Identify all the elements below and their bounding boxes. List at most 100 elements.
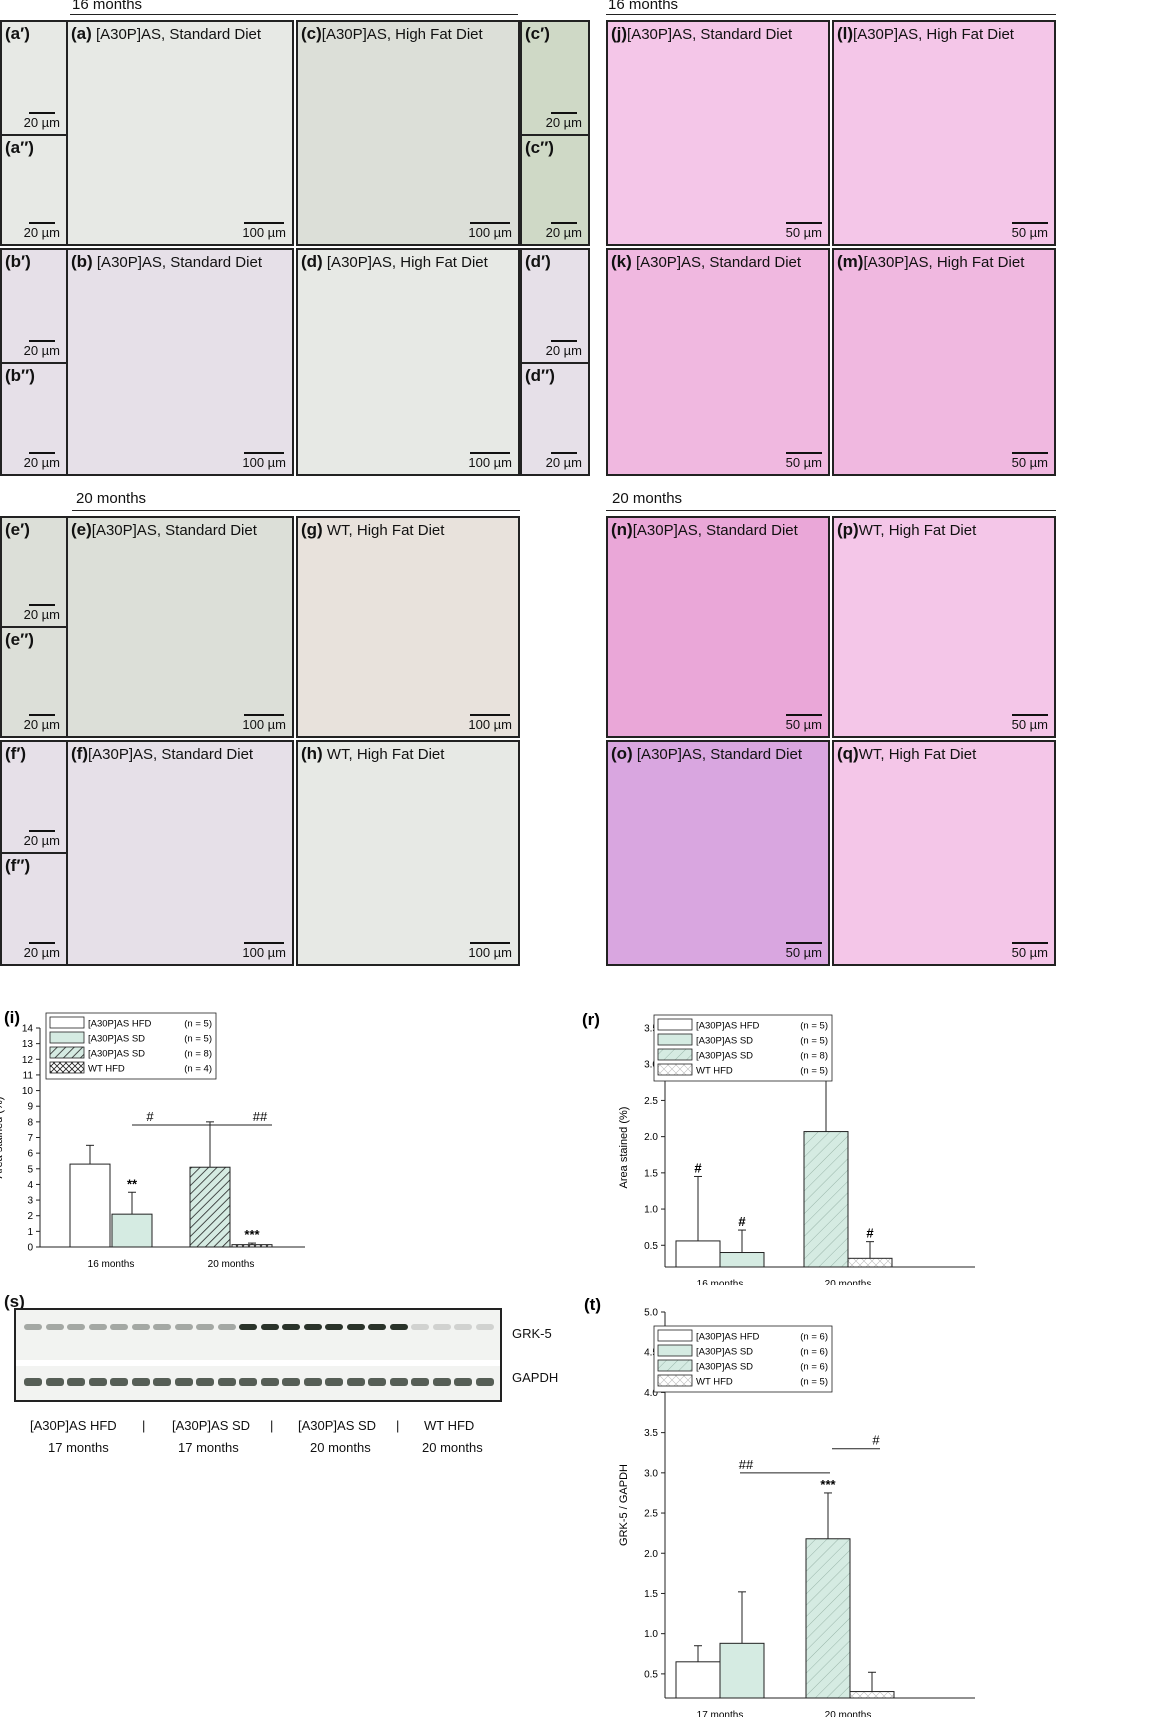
micrograph-k: (k) [A30P]AS, Standard Diet 50 µm (606, 248, 830, 476)
blot-band-gapdh (24, 1378, 42, 1386)
significance-mark: # (738, 1214, 746, 1229)
legend-n: (n = 6) (800, 1362, 828, 1373)
y-tick-label: 14 (22, 1024, 34, 1035)
x-category-label: 16 months (88, 1259, 135, 1270)
micrograph-c-double-prime: (c′′) 20 µm (520, 134, 590, 246)
y-tick-label: 1.0 (644, 1629, 658, 1640)
blot-band-grk5 (45, 1324, 64, 1330)
legend-label: WT HFD (696, 1377, 733, 1388)
blot-age-3: 20 months (310, 1440, 371, 1455)
micrograph-f-prime: (f′) 20 µm (0, 740, 68, 854)
blot-band-gapdh (389, 1378, 408, 1386)
micrograph-a: (a) [A30P]AS, Standard Diet 100 µm (66, 20, 294, 246)
blot-band-grk5 (475, 1324, 494, 1330)
y-tick-label: 2.0 (644, 1132, 658, 1143)
legend-swatch (49, 1046, 85, 1059)
blot-age-2: 17 months (178, 1440, 239, 1455)
bar (849, 1691, 895, 1699)
blot-band-gapdh (153, 1378, 171, 1386)
header-rule (72, 510, 520, 511)
blot-band-gapdh (88, 1378, 107, 1386)
y-tick-label: 1.5 (644, 1589, 658, 1600)
y-tick-label: 6 (27, 1149, 33, 1160)
bar (111, 1213, 153, 1248)
legend-n: (n = 5) (800, 1377, 828, 1388)
blot-band-grk5 (432, 1324, 451, 1330)
blot-band-gapdh (45, 1378, 64, 1386)
header-20-months-left: 20 months (76, 490, 147, 507)
x-category-label: 16 months (697, 1279, 744, 1285)
legend-label: [A30P]AS HFD (696, 1021, 759, 1032)
panel-label-t: (t) (584, 1295, 601, 1314)
blot-band-gapdh (475, 1378, 494, 1386)
legend-swatch (657, 1018, 693, 1031)
western-blot (14, 1308, 502, 1402)
legend-n: (n = 5) (184, 1034, 212, 1045)
bar (803, 1131, 849, 1268)
blot-band-gapdh (174, 1378, 193, 1386)
micrograph-c: (c)[A30P]AS, High Fat Diet 100 µm (296, 20, 520, 246)
blot-band-grk5 (368, 1324, 386, 1330)
y-axis-label: Area stained (%) (0, 1097, 5, 1179)
legend-swatch (657, 1344, 693, 1357)
y-tick-label: 8 (27, 1117, 33, 1128)
legend-swatch (49, 1016, 85, 1029)
micrograph-d-double-prime: (d′′) 20 µm (520, 362, 590, 476)
y-tick-label: 0 (27, 1243, 33, 1254)
legend-label: [A30P]AS HFD (88, 1019, 151, 1030)
legend-label: [A30P]AS SD (88, 1034, 145, 1045)
blot-age-1: 17 months (48, 1440, 109, 1455)
header-16-months-left: 16 months (72, 0, 143, 13)
y-axis-label: Area stained (%) (618, 1107, 630, 1189)
micrograph-o: (o) [A30P]AS, Standard Diet 50 µm (606, 740, 830, 966)
micrograph-b: (b) [A30P]AS, Standard Diet 100 µm (66, 248, 294, 476)
micrograph-h: (h) WT, High Fat Diet 100 µm (296, 740, 520, 966)
blot-band-grk5 (174, 1324, 193, 1330)
blot-band-grk5 (282, 1324, 300, 1330)
bar (719, 1252, 765, 1268)
band-label-gapdh: GAPDH (512, 1370, 559, 1385)
y-tick-label: 13 (22, 1039, 34, 1050)
significance-mark: # (866, 1226, 874, 1241)
y-tick-label: 1 (27, 1227, 33, 1238)
blot-band-grk5 (239, 1324, 257, 1330)
blot-band-gapdh (131, 1378, 150, 1386)
blot-band-grk5 (24, 1324, 42, 1330)
bar (675, 1661, 721, 1699)
micrograph-l: (l)[A30P]AS, High Fat Diet 50 µm (832, 20, 1056, 246)
blot-band-grk5 (454, 1324, 472, 1330)
legend-n: (n = 5) (800, 1021, 828, 1032)
significance-mark: *** (820, 1477, 836, 1492)
y-axis-label: GRK-5 / GAPDH (618, 1464, 630, 1546)
y-tick-label: 3 (27, 1196, 33, 1207)
blot-band-grk5 (153, 1324, 171, 1330)
header-rule (606, 14, 1056, 15)
legend-swatch (657, 1359, 693, 1372)
y-tick-label: 3.5 (644, 1024, 658, 1035)
blot-band-gapdh (368, 1378, 386, 1386)
blot-band-grk5 (131, 1324, 150, 1330)
legend-swatch (657, 1329, 693, 1342)
y-tick-label: 3.0 (644, 1468, 658, 1479)
micrograph-j: (j)[A30P]AS, Standard Diet 50 µm (606, 20, 830, 246)
blot-band-gapdh (346, 1378, 365, 1386)
y-tick-label: 1.0 (644, 1205, 658, 1216)
blot-band-gapdh (325, 1378, 343, 1386)
legend-label: [A30P]AS SD (696, 1036, 753, 1047)
blot-separator: | (270, 1418, 274, 1433)
blot-band-gapdh (260, 1378, 279, 1386)
micrograph-e-double-prime: (e′′) 20 µm (0, 626, 68, 738)
legend-swatch (49, 1061, 85, 1074)
blot-group-2: [A30P]AS SD (172, 1418, 251, 1433)
blot-group-1: [A30P]AS HFD (30, 1418, 117, 1433)
legend-n: (n = 5) (800, 1066, 828, 1077)
blot-band-gapdh (196, 1378, 214, 1386)
legend-label: [A30P]AS SD (696, 1347, 753, 1358)
micrograph-b-double-prime: (b′′) 20 µm (0, 362, 68, 476)
micrograph-a-prime: (a′) 20 µm (0, 20, 68, 136)
micrograph-c-prime: (c′) 20 µm (520, 20, 590, 136)
y-tick-label: 11 (23, 1070, 34, 1081)
micrograph-b-prime: (b′) 20 µm (0, 248, 68, 364)
legend-n: (n = 6) (800, 1347, 828, 1358)
